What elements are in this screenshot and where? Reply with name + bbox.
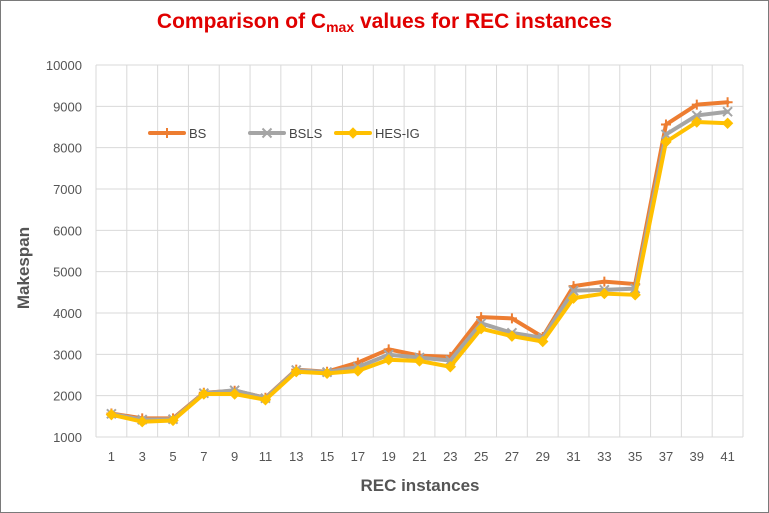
data-point-hes-ig (629, 289, 641, 301)
chart-title: Comparison of Cmax values for REC instan… (0, 10, 769, 35)
data-point-bs (599, 276, 610, 287)
x-tick-label: 35 (628, 449, 642, 464)
data-point-hes-ig (290, 365, 302, 378)
chart-title-rest: values for REC instances (354, 10, 613, 33)
data-point-hes-ig (660, 136, 672, 148)
x-tick-label: 23 (443, 449, 457, 464)
data-point-bs (476, 312, 487, 323)
series-line-bsls (109, 109, 730, 422)
data-point-hes-ig (259, 394, 272, 406)
data-point-bsls (568, 285, 579, 296)
y-tick-label: 6000 (53, 223, 82, 238)
x-tick-label: 37 (659, 449, 673, 464)
x-tick-label: 25 (474, 449, 488, 464)
data-point-hes-ig (382, 353, 395, 366)
legend-marker-bsls (261, 127, 273, 139)
data-point-hes-ig (136, 415, 148, 428)
y-tick-label: 9000 (53, 99, 82, 114)
x-tick-label: 27 (505, 449, 519, 464)
legend-label-bs: BS (189, 126, 207, 141)
x-tick-label: 33 (597, 449, 611, 464)
y-tick-label: 8000 (53, 141, 82, 156)
y-tick-label: 4000 (53, 306, 82, 321)
data-point-bs (506, 313, 517, 324)
x-tick-label: 19 (381, 449, 395, 464)
legend-label-bsls: BSLS (289, 126, 323, 141)
data-point-bs (691, 99, 702, 110)
y-tick-label: 5000 (53, 265, 82, 280)
x-tick-label: 5 (169, 449, 176, 464)
y-tick-label: 10000 (46, 58, 82, 73)
y-tick-label: 3000 (53, 347, 82, 362)
x-tick-label: 29 (536, 449, 550, 464)
legend-marker-hes-ig (347, 127, 359, 139)
legend-marker-bs (162, 128, 172, 138)
data-point-hes-ig (506, 330, 518, 342)
data-point-hes-ig (444, 361, 457, 373)
x-tick-label: 21 (412, 449, 426, 464)
data-point-bs (383, 344, 394, 355)
x-tick-label: 9 (231, 449, 238, 464)
data-point-hes-ig (167, 414, 179, 427)
data-point-hes-ig (413, 355, 426, 367)
data-point-hes-ig (228, 388, 241, 400)
data-point-hes-ig (721, 117, 734, 129)
data-point-bsls (722, 106, 733, 117)
x-tick-label: 39 (690, 449, 704, 464)
data-point-hes-ig (537, 335, 549, 348)
x-tick-label: 1 (108, 449, 115, 464)
x-tick-label: 15 (320, 449, 334, 464)
data-point-bsls (691, 110, 702, 121)
x-axis-label: REC instances (360, 476, 480, 495)
x-tick-label: 13 (289, 449, 303, 464)
data-point-hes-ig (475, 322, 487, 335)
chart-title-subscript: max (326, 19, 355, 35)
x-tick-label: 7 (200, 449, 207, 464)
data-point-hes-ig (105, 408, 118, 421)
x-tick-label: 41 (720, 449, 734, 464)
x-tick-label: 31 (566, 449, 580, 464)
legend-label-hes-ig: HES-IG (375, 126, 420, 141)
data-point-hes-ig (567, 292, 580, 304)
chart-title-main: Comparison of C (156, 10, 327, 33)
data-point-bsls (660, 129, 672, 140)
data-point-bs (660, 119, 671, 130)
y-tick-label: 7000 (53, 182, 82, 197)
data-point-hes-ig (352, 365, 364, 377)
data-point-hes-ig (198, 388, 210, 400)
series-line-bs (109, 100, 730, 421)
data-point-bs (722, 97, 733, 108)
data-point-hes-ig (321, 367, 333, 380)
x-tick-label: 11 (259, 449, 273, 464)
y-tick-label: 2000 (53, 389, 82, 404)
data-point-hes-ig (691, 116, 703, 128)
x-tick-label: 3 (139, 449, 146, 464)
y-tick-label: 1000 (53, 430, 82, 445)
x-tick-label: 17 (351, 449, 365, 464)
data-point-hes-ig (598, 287, 611, 300)
